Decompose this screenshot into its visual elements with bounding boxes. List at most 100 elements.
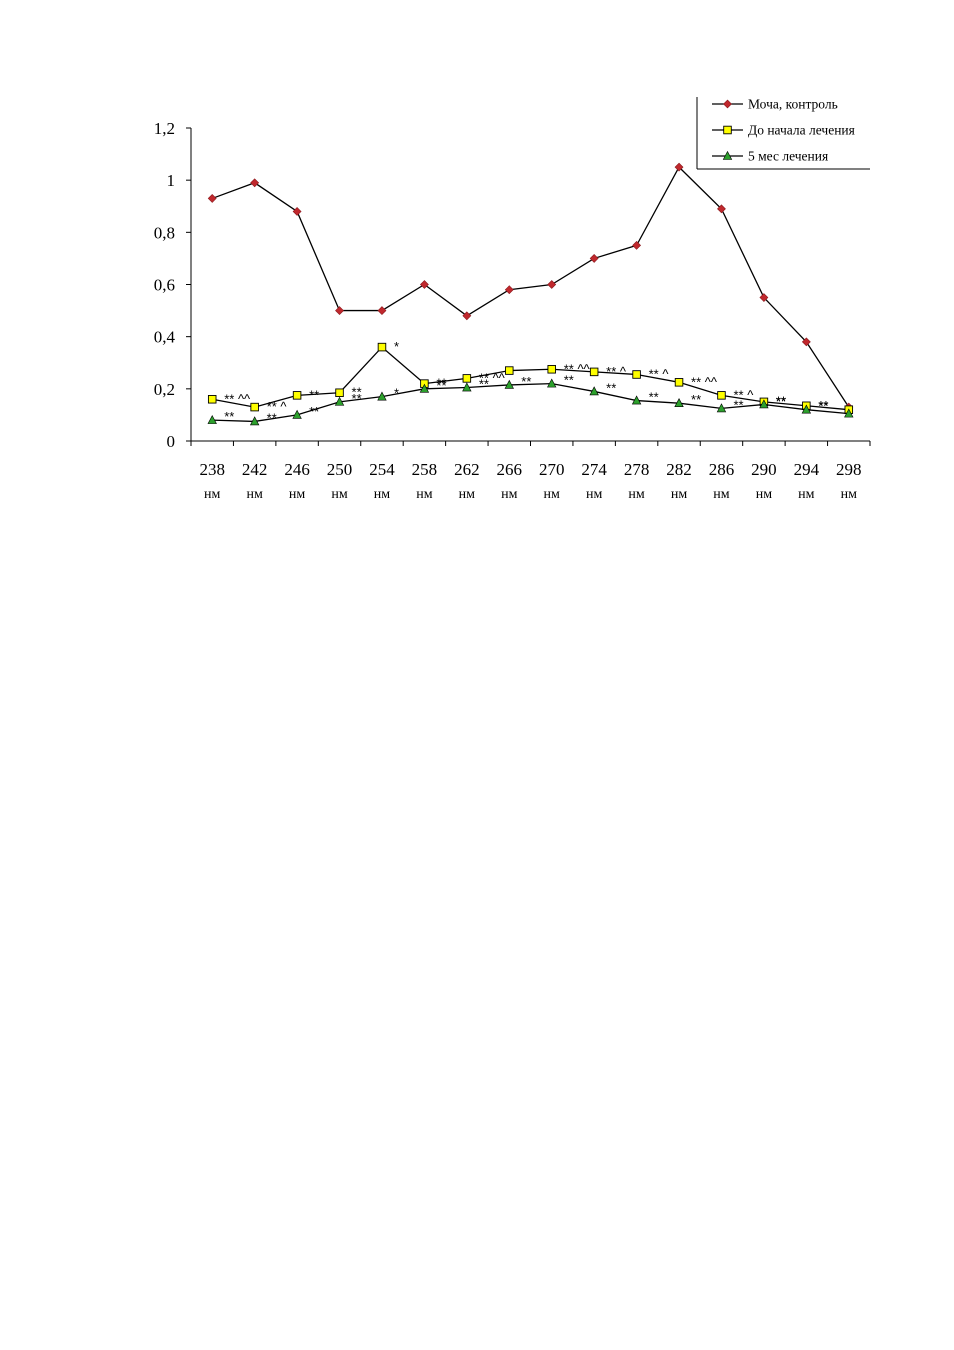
data-point bbox=[759, 293, 769, 302]
legend-item: До начала лечения bbox=[712, 123, 855, 138]
x-tick-label: 290 bbox=[751, 460, 777, 479]
data-point bbox=[505, 366, 514, 375]
x-tick-label: 270 bbox=[539, 460, 565, 479]
x-tick-label: 258 bbox=[412, 460, 438, 479]
data-point bbox=[462, 374, 472, 383]
legend-item: 5 мес лечения bbox=[712, 149, 828, 164]
data-point bbox=[250, 402, 259, 412]
y-tick-label: 0 bbox=[167, 432, 176, 451]
data-point bbox=[335, 306, 344, 316]
x-tick-label: 262 bbox=[454, 460, 480, 479]
y-tick-label: 1,2 bbox=[154, 119, 175, 138]
data-point bbox=[462, 311, 472, 321]
series-layer bbox=[207, 162, 854, 426]
significance-label: ** bbox=[352, 391, 362, 406]
significance-label: ** bbox=[267, 410, 277, 425]
data-point bbox=[674, 398, 684, 407]
series-line bbox=[211, 166, 850, 408]
y-tick-label: 0,2 bbox=[154, 380, 175, 399]
significance-label: * bbox=[394, 339, 399, 354]
x-tick-label: 250 bbox=[327, 460, 353, 479]
data-point bbox=[801, 404, 812, 414]
significance-label: ** bbox=[436, 376, 446, 391]
x-tick-unit-label: нм bbox=[671, 487, 687, 502]
significance-label: ** bbox=[818, 399, 828, 414]
data-point bbox=[335, 388, 344, 397]
legend-label: Моча, контроль bbox=[748, 97, 838, 112]
x-tick-unit-label: нм bbox=[374, 487, 390, 502]
significance-label: ** bbox=[309, 404, 319, 419]
significance-label: ** bbox=[479, 377, 489, 392]
x-tick-label: 242 bbox=[242, 460, 268, 479]
x-tick-unit-label: нм bbox=[416, 487, 432, 502]
x-tick-label: 298 bbox=[836, 460, 862, 479]
data-point bbox=[377, 342, 387, 352]
data-point bbox=[717, 204, 726, 214]
data-point bbox=[292, 207, 302, 216]
x-tick-unit-label: нм bbox=[501, 487, 517, 502]
x-tick-unit-label: нм bbox=[841, 487, 857, 502]
legend: Моча, контроль До начала лечения 5 мес леч… bbox=[696, 97, 870, 170]
data-point bbox=[377, 306, 387, 316]
data-point bbox=[759, 399, 769, 409]
significance-label: ** bbox=[521, 374, 531, 389]
significance-label: ** ^^ bbox=[691, 374, 718, 389]
data-point bbox=[292, 391, 302, 400]
data-point bbox=[334, 396, 345, 406]
y-tick-label: 0,6 bbox=[154, 276, 175, 295]
data-point bbox=[207, 395, 217, 404]
data-point bbox=[504, 379, 514, 389]
significance-label: * bbox=[394, 386, 399, 401]
x-tick-label: 294 bbox=[794, 460, 820, 479]
data-point bbox=[674, 162, 684, 172]
data-point bbox=[674, 378, 684, 387]
data-point bbox=[504, 285, 514, 295]
x-tick-label: 238 bbox=[199, 460, 225, 479]
data-point bbox=[547, 365, 556, 374]
data-point bbox=[207, 194, 217, 203]
x-tick-label: 266 bbox=[497, 460, 523, 479]
data-point bbox=[717, 391, 726, 400]
series-line bbox=[212, 382, 849, 423]
y-tick-label: 1 bbox=[167, 171, 176, 190]
significance-label: ** ^ bbox=[606, 364, 627, 379]
significance-label: ** bbox=[352, 385, 362, 400]
y-tick-label: 0,8 bbox=[154, 223, 175, 242]
x-tick-label: 282 bbox=[666, 460, 692, 479]
significance-label: ** bbox=[309, 387, 319, 402]
x-tick-unit-label: нм bbox=[586, 487, 602, 502]
series-0 bbox=[207, 162, 854, 412]
data-point bbox=[547, 280, 557, 289]
x-tick-unit-label: нм bbox=[798, 487, 814, 502]
x-tick-unit-label: нм bbox=[628, 487, 644, 502]
data-point bbox=[632, 240, 642, 250]
significance-label: ** bbox=[649, 390, 659, 405]
data-point bbox=[207, 414, 217, 424]
data-point bbox=[249, 416, 260, 426]
x-tick-label: 246 bbox=[284, 460, 310, 479]
significance-label: ** bbox=[224, 409, 234, 424]
data-point bbox=[716, 403, 727, 413]
x-tick-unit-label: нм bbox=[544, 487, 560, 502]
data-point bbox=[589, 367, 599, 377]
significance-label: ** ^^ bbox=[224, 391, 251, 406]
significance-label: ** ^ bbox=[649, 366, 670, 381]
axes: 0 0,2 0,4 0,6 0,8 1 1,2 238 нм 242 нм 246 нм 250 нм 254… bbox=[154, 119, 871, 502]
significance-label: ** bbox=[564, 373, 574, 388]
data-point bbox=[631, 395, 642, 405]
legend-item: Моча, контроль bbox=[712, 97, 838, 112]
significance-label: ** bbox=[776, 393, 786, 408]
x-tick-label: 278 bbox=[624, 460, 650, 479]
x-tick-label: 286 bbox=[709, 460, 735, 479]
significance-label: ** bbox=[606, 380, 616, 395]
data-point bbox=[547, 378, 557, 388]
legend-marker bbox=[723, 99, 732, 109]
data-point bbox=[419, 383, 430, 393]
data-point bbox=[462, 382, 472, 392]
x-tick-unit-label: нм bbox=[246, 487, 262, 502]
data-point bbox=[250, 178, 260, 188]
data-point bbox=[801, 337, 811, 347]
data-point bbox=[844, 408, 854, 418]
significance-label: ** ^ bbox=[733, 387, 754, 402]
